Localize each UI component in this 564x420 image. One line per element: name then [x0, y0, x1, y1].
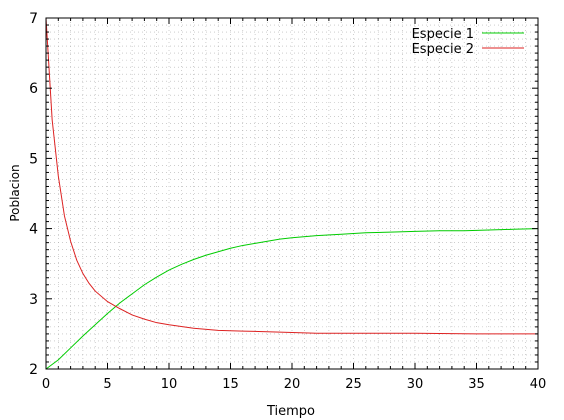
series-line-1 [45, 228, 539, 370]
x-tick-label: 10 [161, 377, 178, 392]
grid [45, 17, 539, 370]
x-tick-label: 35 [468, 377, 485, 392]
x-tick-label: 20 [284, 377, 301, 392]
y-tick-label: 5 [29, 151, 38, 167]
legend-label-1: Especie 1 [412, 27, 474, 42]
y-tick-labels: 2 3 4 5 6 7 [29, 11, 38, 378]
x-tick-label: 0 [42, 377, 50, 392]
series-lines [45, 17, 539, 370]
x-tick-labels: 0 5 10 15 20 25 30 35 40 [42, 377, 546, 392]
y-tick-label: 2 [29, 362, 38, 378]
axis-ticks [45, 17, 539, 370]
y-tick-label: 4 [29, 222, 38, 238]
x-tick-label: 30 [407, 377, 424, 392]
y-tick-label: 7 [29, 11, 38, 27]
x-tick-label: 40 [530, 377, 547, 392]
x-tick-label: 5 [103, 377, 111, 392]
x-tick-label: 15 [222, 377, 239, 392]
x-axis-label: Tiempo [266, 404, 315, 419]
legend-label-2: Especie 2 [412, 42, 474, 57]
series-line-2 [45, 17, 538, 335]
y-tick-label: 6 [29, 81, 38, 97]
y-tick-label: 3 [29, 292, 38, 308]
y-axis-label: Poblacion [8, 164, 22, 221]
x-tick-label: 25 [345, 377, 362, 392]
